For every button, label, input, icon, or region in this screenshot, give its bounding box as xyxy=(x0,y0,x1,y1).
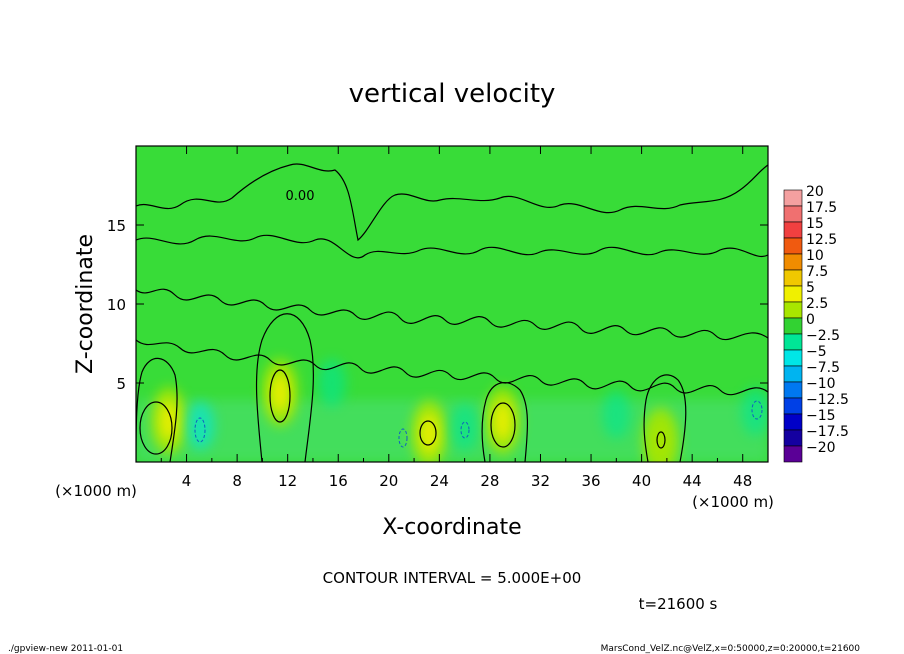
colorbar-label: −5 xyxy=(806,344,827,360)
colorbar-label: 7.5 xyxy=(806,264,828,280)
contour-upper-envelope-2 xyxy=(136,234,768,259)
x-tick-label: 4 xyxy=(182,472,192,490)
contour-plume-4 xyxy=(643,374,687,462)
contour-plume-3 xyxy=(481,382,529,462)
time-text: t=21600 s xyxy=(639,595,718,613)
x-tick-label: 44 xyxy=(683,472,702,490)
colorbar-label: −15 xyxy=(806,408,836,424)
x-tick-label: 40 xyxy=(632,472,651,490)
colorbar-swatch xyxy=(783,333,803,351)
chart-title: vertical velocity xyxy=(349,79,556,109)
downdraft-blob xyxy=(186,401,215,450)
colorbar-swatch xyxy=(783,253,803,271)
plot-area xyxy=(136,146,768,462)
x-unit-note-right: (×1000 m) xyxy=(692,493,774,511)
colorbar-swatch xyxy=(783,381,803,399)
downdraft-core-2 xyxy=(398,428,408,448)
x-axis-ticks: 4 8 12 16 20 24 28 32 36 40 44 48 xyxy=(160,146,752,490)
y-axis-ticks: 5 10 15 xyxy=(107,217,768,393)
colorbar-swatch xyxy=(783,205,803,223)
x-tick-label: 48 xyxy=(733,472,752,490)
x-tick-label: 36 xyxy=(581,472,600,490)
downdraft-blob xyxy=(450,403,479,452)
colorbar-swatch xyxy=(783,429,803,447)
contour-plume-left xyxy=(136,357,178,462)
contour-lines xyxy=(136,163,768,462)
y-tick-label: 10 xyxy=(107,296,126,314)
x-tick-label: 28 xyxy=(480,472,499,490)
colorbar-swatch xyxy=(783,269,803,287)
downdraft-blob xyxy=(317,359,346,407)
colorbar-swatch xyxy=(783,413,803,431)
updraft-core xyxy=(493,400,512,441)
colorbar-swatch xyxy=(783,317,803,335)
y-axis-label: Z-coordinate xyxy=(73,234,98,374)
contour-interval-text: CONTOUR INTERVAL = 5.000E+00 xyxy=(323,569,582,587)
x-tick-label: 24 xyxy=(430,472,449,490)
downdraft-core-4 xyxy=(751,400,763,420)
downdraft-blob xyxy=(741,387,768,436)
footer-right: MarsCond_VelZ.nc@VelZ,x=0:50000,z=0:2000… xyxy=(601,644,861,654)
contour-midlevel xyxy=(136,288,768,341)
updraft-core xyxy=(159,400,178,441)
colorbar-label: 12.5 xyxy=(806,232,837,248)
updraft-core-1 xyxy=(139,401,173,455)
colorbar-label: 15 xyxy=(806,216,824,232)
updraft-core-5 xyxy=(656,431,666,449)
contour-midlevel-2 xyxy=(136,339,768,396)
contour-label: 0.00 xyxy=(286,189,315,204)
colorbar-label: −17.5 xyxy=(806,424,849,440)
colorbar: 2017.51512.5107.552.50−2.5−5−7.5−10−12.5… xyxy=(783,184,849,463)
colorbar-swatch xyxy=(783,349,803,367)
colorbar-label: 2.5 xyxy=(806,296,828,312)
colorbar-label: −7.5 xyxy=(806,360,840,376)
colorbar-label: −12.5 xyxy=(806,392,849,408)
x-tick-label: 16 xyxy=(329,472,348,490)
footer-left: ./gpview-new 2011-01-01 xyxy=(8,644,123,654)
downdraft-core-1 xyxy=(194,417,206,443)
updraft-core-2 xyxy=(269,369,291,423)
colorbar-label: 0 xyxy=(806,312,815,328)
colorbar-swatch xyxy=(783,285,803,303)
x-tick-label: 32 xyxy=(531,472,550,490)
downdraft-core-3 xyxy=(460,421,470,439)
updraft-core-4 xyxy=(490,402,516,448)
colorbar-label: −20 xyxy=(806,440,836,456)
colorbar-label: 10 xyxy=(806,248,824,264)
updraft-core xyxy=(271,372,290,413)
x-unit-note-left: (×1000 m) xyxy=(55,482,137,500)
colorbar-swatch xyxy=(783,189,803,207)
colorbar-label: 17.5 xyxy=(806,200,837,216)
colorbar-swatch xyxy=(783,445,803,463)
colorbar-label: 5 xyxy=(806,280,815,296)
y-tick-label: 5 xyxy=(116,375,126,393)
x-tick-label: 8 xyxy=(232,472,242,490)
updraft-core-contours xyxy=(139,369,666,455)
downdraft-blob xyxy=(602,390,631,439)
x-axis-label: X-coordinate xyxy=(382,515,521,540)
updraft-core-3 xyxy=(419,420,437,446)
colorbar-swatch xyxy=(783,221,803,239)
contour-upper-envelope xyxy=(136,163,768,242)
colorbar-swatch xyxy=(783,397,803,415)
colorbar-swatch xyxy=(783,365,803,383)
colorbar-swatch xyxy=(783,237,803,255)
updraft-core xyxy=(651,421,670,462)
colorbar-swatch xyxy=(783,301,803,319)
y-tick-label: 15 xyxy=(107,217,126,235)
x-tick-label: 12 xyxy=(278,472,297,490)
x-tick-label: 20 xyxy=(379,472,398,490)
colorbar-label: −10 xyxy=(806,376,836,392)
colorbar-label: 20 xyxy=(806,184,824,200)
colorbar-label: −2.5 xyxy=(806,328,840,344)
velocity-blobs xyxy=(150,358,768,462)
downdraft-dashed-contours xyxy=(194,400,763,448)
contour-plume-2 xyxy=(255,313,314,462)
